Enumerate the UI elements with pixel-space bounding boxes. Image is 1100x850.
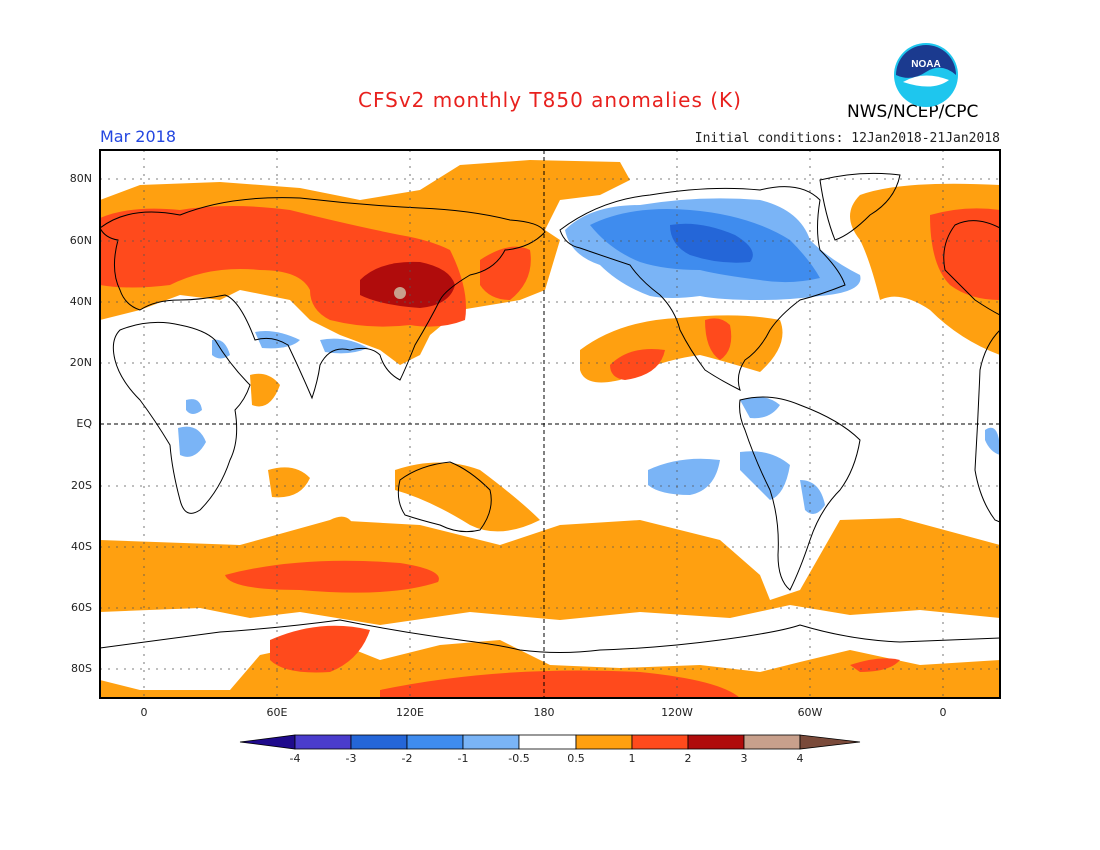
anomaly-region	[270, 625, 370, 673]
anomaly-region	[330, 516, 355, 535]
anomaly-region	[395, 462, 540, 532]
anomaly-region	[186, 399, 202, 414]
lon-label: 60E	[266, 706, 288, 719]
anomaly-region	[268, 467, 310, 498]
lat-label: 20N	[69, 356, 92, 369]
coastline	[100, 619, 1000, 653]
anomaly-region	[480, 246, 531, 300]
anomaly-region	[740, 451, 790, 500]
coastline	[974, 329, 1000, 523]
colorbar-label: -0.5	[508, 752, 530, 765]
anomaly-region	[610, 349, 665, 380]
anomaly-region	[705, 318, 732, 360]
svg-text:NOAA: NOAA	[911, 59, 940, 70]
lon-label: 120W	[661, 706, 693, 719]
colorbar-label: 0.5	[567, 752, 585, 765]
lon-label: 0	[939, 706, 947, 719]
coastline	[739, 396, 861, 591]
anomaly-region	[740, 396, 780, 419]
colorbar-label: 4	[796, 752, 804, 765]
lat-label: 60S	[71, 601, 92, 614]
forecast-period: Mar 2018	[100, 127, 176, 146]
colorbar-label: -1	[457, 752, 469, 765]
anomaly-region	[178, 426, 206, 457]
colorbar	[239, 734, 861, 750]
lat-label: 80S	[71, 662, 92, 675]
lat-label: 20S	[71, 479, 92, 492]
anomaly-region	[250, 373, 280, 407]
coastline	[819, 172, 901, 241]
anomaly-region	[360, 261, 455, 308]
anomaly-region	[850, 658, 900, 672]
colorbar-label: 1	[628, 752, 636, 765]
anomaly-region	[930, 208, 1000, 300]
coastline	[559, 186, 846, 391]
colorbar-label: 3	[740, 752, 748, 765]
lon-label: 60W	[797, 706, 823, 719]
colorbar-label: 2	[684, 752, 692, 765]
coastline	[112, 321, 251, 514]
lon-label: 0	[140, 706, 148, 719]
lat-label: 80N	[69, 172, 92, 185]
lon-label: 180	[533, 706, 555, 719]
anomaly-region	[985, 427, 1000, 455]
anomaly-region	[380, 670, 740, 698]
lon-label: 120E	[396, 706, 424, 719]
anomaly-region	[394, 287, 406, 299]
lat-label: 60N	[69, 234, 92, 247]
map-title: CFSv2 monthly T850 anomalies (K)	[358, 88, 742, 112]
colorbar-label: -3	[345, 752, 357, 765]
lat-label: EQ	[76, 417, 92, 430]
initial-conditions: Initial conditions: 12Jan2018-21Jan2018	[694, 131, 1000, 146]
lat-label: 40S	[71, 540, 92, 553]
coastline	[397, 461, 492, 533]
anomaly-region	[225, 560, 439, 593]
anomaly-region	[670, 223, 753, 263]
coastline	[100, 197, 546, 400]
colorbar-label: -2	[401, 752, 413, 765]
coastline	[943, 220, 1000, 316]
anomaly-region	[800, 480, 825, 514]
noaa-logo: NOAA	[894, 43, 958, 107]
agency-label: NWS/NCEP/CPC	[847, 102, 979, 122]
lat-label: 40N	[69, 295, 92, 308]
colorbar-label: -4	[289, 752, 301, 765]
anomaly-region	[320, 338, 368, 354]
